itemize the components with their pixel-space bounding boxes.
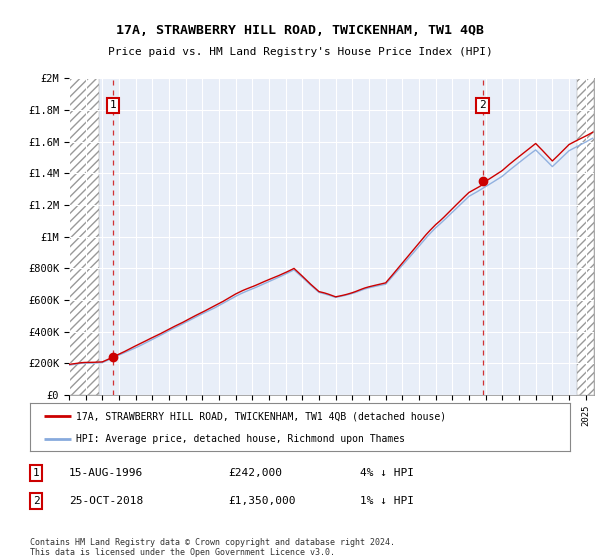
Text: 2: 2	[32, 496, 40, 506]
Text: 15-AUG-1996: 15-AUG-1996	[69, 468, 143, 478]
Text: £242,000: £242,000	[228, 468, 282, 478]
Text: 17A, STRAWBERRY HILL ROAD, TWICKENHAM, TW1 4QB: 17A, STRAWBERRY HILL ROAD, TWICKENHAM, T…	[116, 24, 484, 38]
Text: 1% ↓ HPI: 1% ↓ HPI	[360, 496, 414, 506]
Text: 4% ↓ HPI: 4% ↓ HPI	[360, 468, 414, 478]
Text: HPI: Average price, detached house, Richmond upon Thames: HPI: Average price, detached house, Rich…	[76, 434, 405, 444]
Text: 1: 1	[32, 468, 40, 478]
Text: 2: 2	[479, 100, 486, 110]
Text: 1: 1	[109, 100, 116, 110]
Text: Contains HM Land Registry data © Crown copyright and database right 2024.
This d: Contains HM Land Registry data © Crown c…	[30, 538, 395, 557]
Text: 17A, STRAWBERRY HILL ROAD, TWICKENHAM, TW1 4QB (detached house): 17A, STRAWBERRY HILL ROAD, TWICKENHAM, T…	[76, 411, 446, 421]
Bar	[577, 78, 594, 395]
Text: £1,350,000: £1,350,000	[228, 496, 296, 506]
Text: Price paid vs. HM Land Registry's House Price Index (HPI): Price paid vs. HM Land Registry's House …	[107, 46, 493, 57]
Text: 25-OCT-2018: 25-OCT-2018	[69, 496, 143, 506]
Bar	[69, 78, 99, 395]
